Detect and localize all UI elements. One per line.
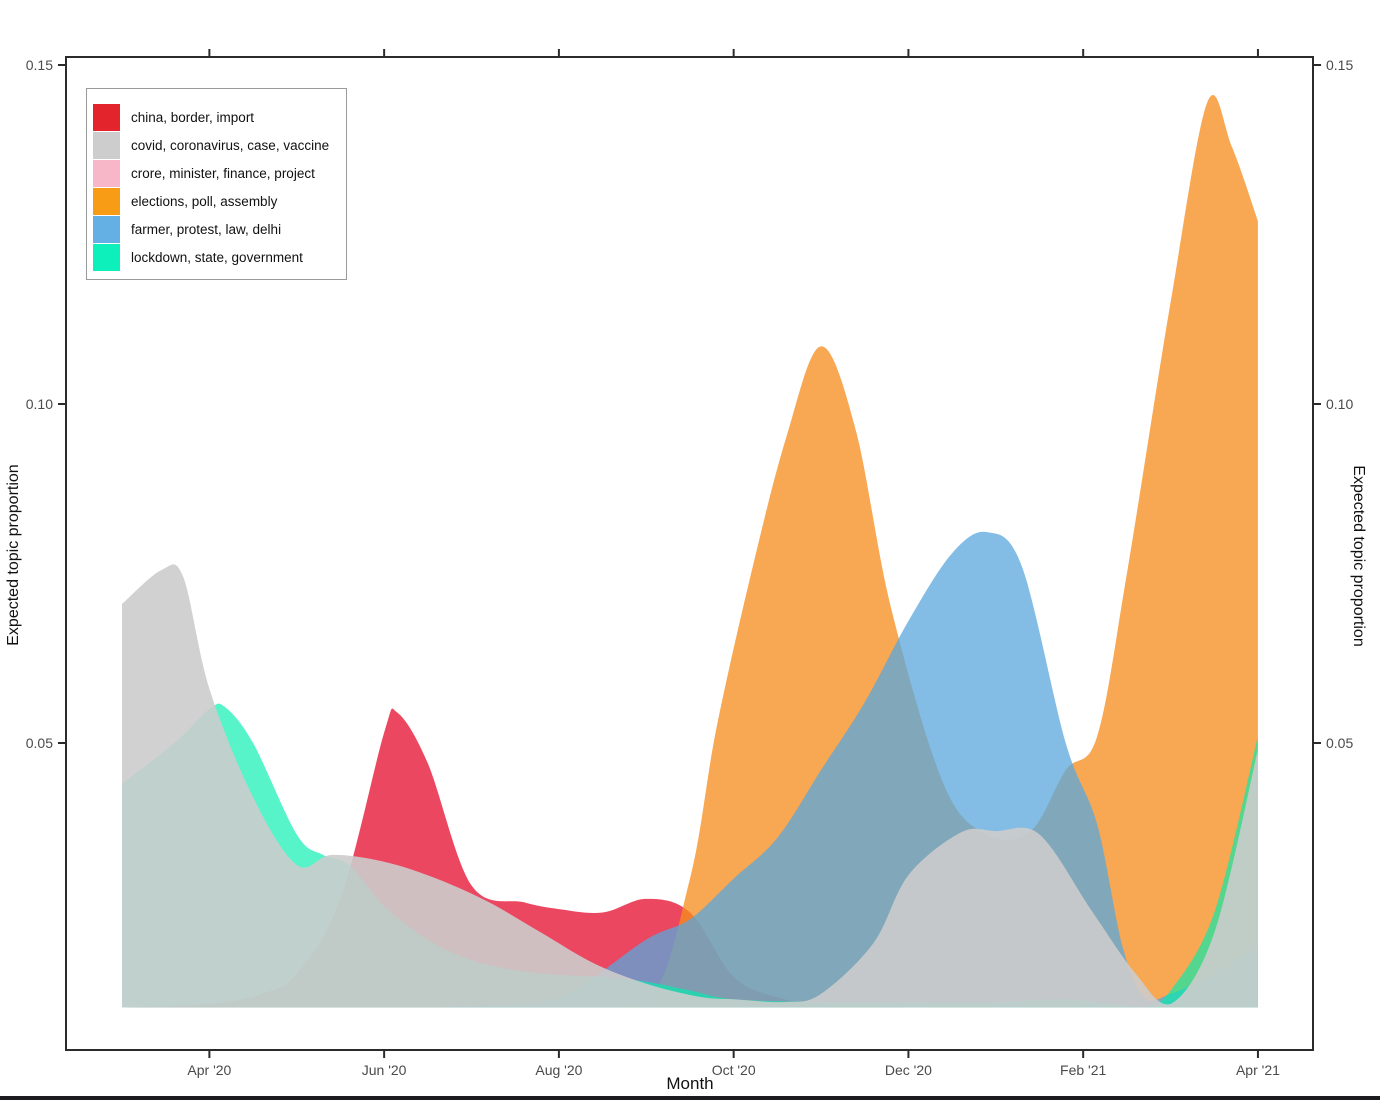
y-axis-title-right: Expected topic proportion: [1350, 465, 1367, 647]
legend-item-label: china, border, import: [131, 109, 255, 125]
legend-item-label: farmer, protest, law, delhi: [131, 221, 282, 237]
legend-item-1: covid, coronavirus, case, vaccine: [93, 131, 336, 159]
x-tick-label: Dec '20: [885, 1062, 932, 1078]
legend-item-3: elections, poll, assembly: [93, 187, 336, 215]
legend-item-label: lockdown, state, government: [131, 249, 303, 265]
y-axis-title-left: Expected topic proportion: [5, 464, 22, 646]
legend-swatch-icon: [93, 103, 120, 131]
legend-item-2: crore, minister, finance, project: [93, 159, 336, 187]
y-tick-label-right: 0.15: [1326, 57, 1353, 73]
legend-item-4: farmer, protest, law, delhi: [93, 215, 336, 243]
x-tick-label: Aug '20: [535, 1062, 582, 1078]
y-tick-label-right: 0.10: [1326, 396, 1353, 412]
x-axis-title: Month: [666, 1074, 714, 1093]
screenshot-bottom-border: [0, 1096, 1380, 1100]
legend-item-0: china, border, import: [93, 103, 336, 131]
plot-frame: [65, 56, 1314, 1051]
legend-swatch-icon: [93, 159, 120, 187]
area-elections: [122, 95, 1258, 1008]
legend-item-label: elections, poll, assembly: [131, 193, 278, 209]
legend-swatch-icon: [93, 131, 120, 159]
y-tick-label-left: 0.05: [26, 735, 53, 751]
legend-item-label: crore, minister, finance, project: [131, 165, 315, 181]
x-tick-label: Jun '20: [362, 1062, 407, 1078]
legend-item-5: lockdown, state, government: [93, 243, 336, 271]
y-tick-label-left: 0.10: [26, 396, 53, 412]
area-covid: [122, 564, 1258, 1008]
legend-swatch-icon: [93, 243, 120, 271]
y-tick-label-left: 0.15: [26, 57, 53, 73]
x-tick-label: Apr '20: [187, 1062, 231, 1078]
legend-box: china, border, import covid, coronavirus,…: [86, 88, 347, 280]
x-tick-label: Apr '21: [1236, 1062, 1280, 1078]
legend-swatch-icon: [93, 215, 120, 243]
legend-swatch-icon: [93, 187, 120, 215]
legend-item-label: covid, coronavirus, case, vaccine: [131, 137, 330, 153]
x-tick-label: Feb '21: [1060, 1062, 1106, 1078]
y-tick-label-right: 0.05: [1326, 735, 1353, 751]
x-tick-label: Oct '20: [712, 1062, 756, 1078]
